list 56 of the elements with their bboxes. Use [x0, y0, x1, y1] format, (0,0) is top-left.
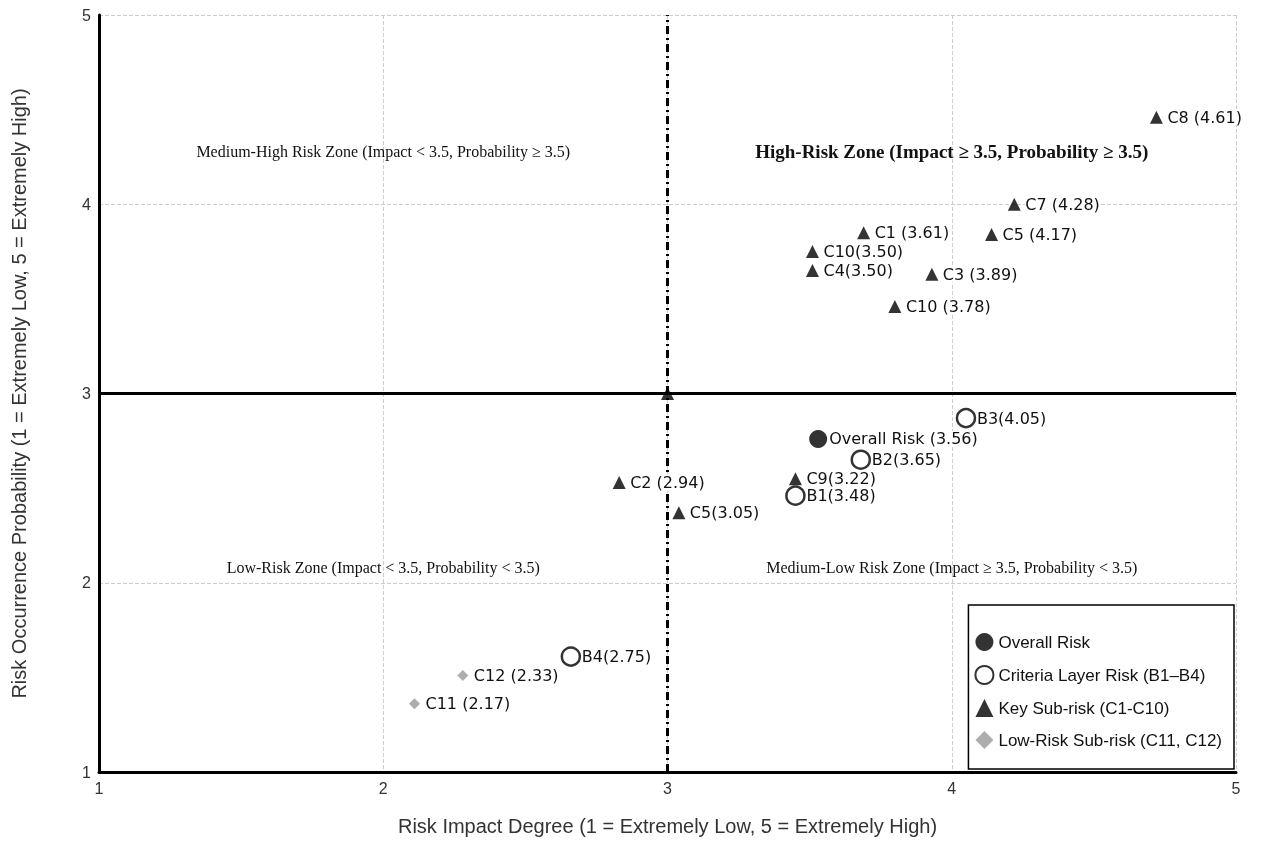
- point: [850, 449, 872, 470]
- point: [612, 475, 626, 489]
- point: [560, 646, 582, 667]
- annotation: C11 (2.17): [425, 694, 511, 714]
- x-tick-label: 2: [378, 779, 388, 797]
- point: [985, 228, 999, 242]
- x-axis-title: Risk Impact Degree (1 = Extremely Low, 5 = Extremely High): [397, 815, 938, 837]
- point: [409, 698, 421, 710]
- annotation: C10 (3.78): [905, 296, 991, 316]
- annotation: C4(3.50): [823, 260, 893, 280]
- annotation: B2(3.65): [871, 450, 942, 470]
- point: [672, 506, 686, 520]
- x-tick-label: 3: [663, 779, 673, 797]
- x-tick-label: 4: [947, 779, 957, 797]
- annotation: C3 (3.89): [942, 264, 1018, 284]
- annotation: C1 (3.61): [874, 223, 950, 243]
- y-tick-label: 4: [82, 195, 92, 213]
- annotation: C12 (2.33): [473, 665, 559, 685]
- point: [1007, 197, 1021, 211]
- point: [809, 429, 828, 448]
- point: [805, 263, 819, 277]
- annotation: Medium-High Risk Zone (Impact < 3.5, Probability ≥ 3.5): [196, 142, 571, 161]
- annotation: C5 (4.17): [1002, 225, 1078, 245]
- point: [457, 669, 469, 681]
- point: [1149, 110, 1163, 124]
- x-tick-label: 5: [1231, 779, 1241, 797]
- y-tick-label: 1: [82, 763, 92, 781]
- point: [925, 267, 939, 281]
- annotation: B3(4.05): [976, 408, 1047, 428]
- x-tick-label: 1: [94, 779, 104, 797]
- y-tick-label: 2: [82, 574, 92, 592]
- point: [955, 407, 977, 429]
- legend-label: Criteria Layer Risk (B1–B4): [998, 665, 1206, 685]
- annotation: C7 (4.28): [1025, 194, 1100, 214]
- annotation: C10(3.50): [823, 242, 904, 262]
- point: [785, 485, 806, 506]
- annotation: B4(2.75): [581, 647, 652, 667]
- point: [788, 472, 802, 486]
- y-tick-label: 3: [82, 385, 92, 402]
- annotation: C2 (2.94): [630, 472, 705, 492]
- y-axis-title: Risk Occurrence Probability (1 = Extremely Low, 5 = Extremely High): [8, 88, 30, 699]
- annotation: High-Risk Zone (Impact ≥ 3.5, Probability ≥ 3.5): [755, 140, 1149, 163]
- annotation: Low-Risk Zone (Impact < 3.5, Probability < 3.5): [226, 559, 540, 578]
- legend-label: Low-Risk Sub-risk (C11, C12): [998, 730, 1222, 750]
- legend-label: Key Sub-risk (C1-C10): [998, 698, 1170, 718]
- legend-label: Overall Risk: [998, 632, 1091, 652]
- point: [888, 299, 902, 313]
- point: [805, 245, 819, 259]
- y-tick-label: 5: [82, 6, 92, 24]
- annotation: C8 (4.61): [1167, 107, 1242, 127]
- annotation: C5(3.05): [689, 503, 760, 523]
- point: [857, 226, 871, 240]
- annotation: B1(3.48): [806, 486, 876, 506]
- annotation: Overall Risk (3.56): [829, 429, 978, 449]
- annotation: C9(3.22): [806, 469, 876, 489]
- annotation: Medium-Low Risk Zone (Impact ≥ 3.5, Probability < 3.5): [766, 559, 1138, 578]
